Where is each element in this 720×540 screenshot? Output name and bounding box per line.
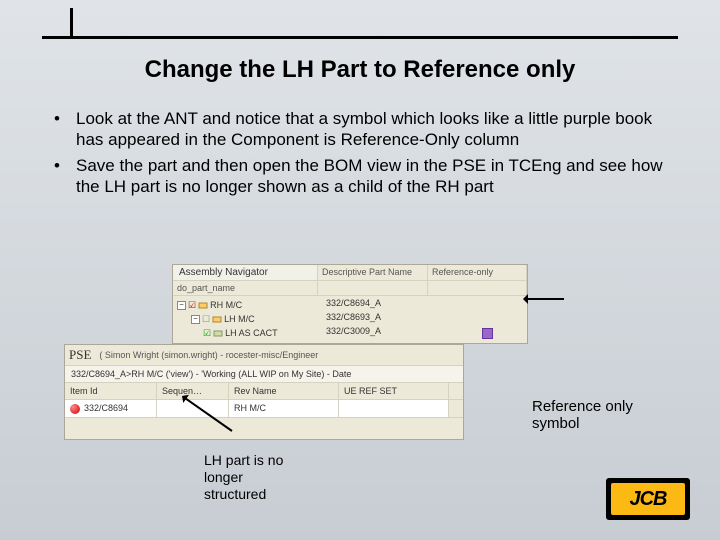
tree-column: − ☑ RH M/C − ☐ LH M/C ☑ LH AS CACT — [177, 298, 322, 340]
desc-column: 332/C8694_A 332/C8693_A 332/C3009_A — [322, 298, 432, 340]
pse-rev-name: RH M/C — [229, 400, 339, 417]
pse-col-header: Rev Name — [229, 383, 339, 399]
column-header: do_part_name — [173, 281, 318, 295]
assembly-header: Assembly Navigator Descriptive Part Name… — [173, 265, 527, 281]
column-header-blank — [428, 281, 527, 295]
pse-col-header: Sequen… — [157, 383, 229, 399]
bullet-list: Look at the ANT and notice that a symbol… — [54, 108, 680, 201]
ref-column — [432, 298, 512, 340]
tree-area: − ☑ RH M/C − ☐ LH M/C ☑ LH AS CACT 332/C… — [173, 296, 527, 342]
part-icon — [213, 328, 223, 338]
expand-icon[interactable]: − — [191, 315, 200, 324]
item-dot-icon — [70, 404, 80, 414]
reference-only-icon — [482, 328, 493, 339]
pse-table: Item Id Sequen… Rev Name UE REF SET 332/… — [65, 383, 463, 418]
desc-cell: 332/C3009_A — [326, 326, 432, 340]
part-icon — [198, 300, 208, 310]
annotation-text: longer — [204, 469, 283, 486]
pse-data-row[interactable]: 332/C8694 RH M/C — [65, 400, 463, 418]
assembly-title: Assembly Navigator — [173, 265, 318, 280]
tree-row[interactable]: − ☐ LH M/C — [177, 312, 322, 326]
column-header: Reference-only — [428, 265, 527, 280]
pse-ref-set — [339, 400, 449, 417]
bullet-item: Look at the ANT and notice that a symbol… — [54, 108, 680, 151]
arrow-to-ref-symbol — [524, 298, 564, 300]
assembly-subheader: do_part_name — [173, 281, 527, 296]
pse-label: PSE — [69, 347, 91, 363]
annotation-text: LH part is no — [204, 452, 283, 469]
jcb-logo-text: JCB — [611, 483, 685, 515]
jcb-logo: JCB — [606, 478, 690, 520]
header-rule — [42, 36, 678, 39]
pse-panel: PSE ( Simon Wright (simon.wright) - roce… — [64, 344, 464, 440]
column-header: Descriptive Part Name — [318, 265, 428, 280]
pse-title-bar: PSE ( Simon Wright (simon.wright) - roce… — [65, 345, 463, 366]
assembly-navigator-panel: Assembly Navigator Descriptive Part Name… — [172, 264, 528, 344]
page-title: Change the LH Part to Reference only — [0, 56, 720, 84]
tree-label: RH M/C — [210, 300, 242, 310]
lh-annotation: LH part is no longer structured — [204, 452, 283, 502]
tree-row[interactable]: ☑ LH AS CACT — [177, 326, 322, 340]
annotation-text: Reference only — [532, 398, 633, 415]
pse-col-header: Item Id — [65, 383, 157, 399]
tree-label: LH M/C — [224, 314, 255, 324]
pse-item-id: 332/C8694 — [65, 400, 157, 417]
pse-user-info: ( Simon Wright (simon.wright) - rocester… — [99, 350, 318, 360]
annotation-text: symbol — [532, 415, 633, 432]
desc-cell: 332/C8694_A — [326, 298, 432, 312]
column-header-blank — [318, 281, 428, 295]
tree-label: LH AS CACT — [225, 328, 278, 338]
expand-icon[interactable]: − — [177, 301, 186, 310]
tree-row[interactable]: − ☑ RH M/C — [177, 298, 322, 312]
pse-item-id-text: 332/C8694 — [84, 403, 128, 413]
ref-only-annotation: Reference only symbol — [532, 398, 633, 432]
bullet-item: Save the part and then open the BOM view… — [54, 155, 680, 198]
desc-cell: 332/C8693_A — [326, 312, 432, 326]
annotation-text: structured — [204, 486, 283, 503]
part-icon — [212, 314, 222, 324]
pse-path: 332/C8694_A>RH M/C ('view') - 'Working (… — [65, 366, 463, 383]
pse-col-header: UE REF SET — [339, 383, 449, 399]
pse-header-row: Item Id Sequen… Rev Name UE REF SET — [65, 383, 463, 400]
